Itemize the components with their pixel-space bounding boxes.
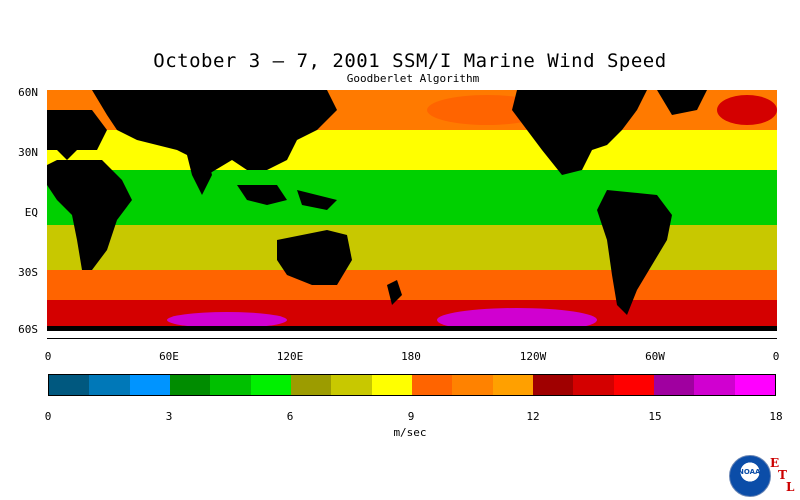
lon-label-120e: 120E	[276, 350, 304, 363]
colorbar-swatch-0	[49, 375, 90, 395]
colorbar-swatch-11	[492, 375, 533, 395]
colorbar-swatch-5	[250, 375, 291, 395]
colorbar-swatch-12	[532, 375, 574, 395]
scale-label-0: 0	[44, 410, 52, 423]
colorbar-swatch-10	[452, 375, 493, 395]
lat-label-30s: 30S	[18, 266, 38, 279]
lon-label-0-end: 0	[772, 350, 780, 363]
lon-label-0: 0	[44, 350, 52, 363]
colorbar-swatch-13	[573, 375, 614, 395]
band-magenta-south-indian	[167, 312, 287, 328]
lat-label-60n: 60N	[18, 86, 38, 99]
units-label: m/sec	[393, 426, 427, 439]
colorbar-swatch-1	[89, 375, 130, 395]
colorbar-swatch-15	[653, 375, 695, 395]
map-subtitle: Goodberlet Algorithm	[346, 72, 480, 85]
colorbar-swatch-3	[169, 375, 211, 395]
lat-label-30n: 30N	[18, 146, 38, 159]
wind-speed-map	[47, 90, 777, 331]
lon-label-180: 180	[401, 350, 421, 363]
lon-label-60w: 60W	[645, 350, 665, 363]
colorbar-swatch-8	[371, 375, 412, 395]
lon-axis-line	[47, 338, 777, 339]
colorbar-swatch-14	[613, 375, 654, 395]
scale-label-3: 3	[165, 410, 173, 423]
wind-speed-colorbar	[48, 374, 776, 396]
scale-label-15: 15	[648, 410, 662, 423]
scale-label-12: 12	[526, 410, 540, 423]
colorbar-swatch-16	[694, 375, 735, 395]
map-title: October 3 – 7, 2001 SSM/I Marine Wind Sp…	[153, 50, 667, 72]
lat-label-eq: EQ	[24, 206, 38, 219]
colorbar-swatch-7	[331, 375, 372, 395]
scale-label-6: 6	[286, 410, 294, 423]
map-svg	[47, 90, 777, 331]
lat-label-60s: 60S	[18, 323, 38, 336]
landmasses	[47, 90, 777, 331]
lon-label-60e: 60E	[159, 350, 179, 363]
scale-label-9: 9	[407, 410, 415, 423]
scale-label-18: 18	[769, 410, 783, 423]
colorbar-swatch-2	[129, 375, 170, 395]
etl-letter-l: L	[786, 480, 795, 494]
etl-letter-e: E	[770, 456, 780, 470]
noaa-logo	[729, 455, 771, 497]
band-magenta-south	[437, 308, 597, 331]
colorbar-swatch-9	[411, 375, 453, 395]
band-orange-south	[47, 270, 777, 300]
colorbar-swatch-4	[210, 375, 251, 395]
lon-label-120w: 120W	[519, 350, 547, 363]
noaa-logo-text: NOAA	[738, 468, 761, 476]
etl-letter-t: T	[778, 468, 787, 482]
colorbar-swatch-6	[290, 375, 332, 395]
band-red-south	[47, 300, 777, 331]
band-red-north-atlantic	[717, 95, 777, 125]
colorbar-swatch-17	[734, 375, 775, 395]
